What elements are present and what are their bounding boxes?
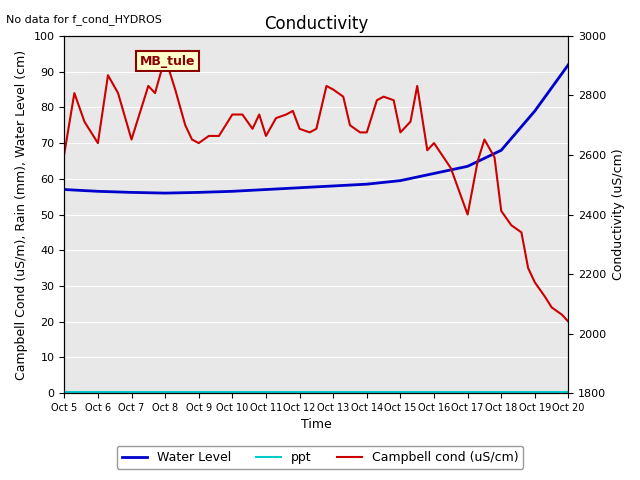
Campbell cond (uS/cm) [424, 147, 431, 153]
Campbell cond (uS/cm) [172, 87, 179, 93]
Water Level [497, 147, 505, 153]
Water Level [127, 190, 135, 195]
Campbell cond (uS/cm) [508, 222, 515, 228]
Line: Campbell cond (uS/cm): Campbell cond (uS/cm) [64, 58, 640, 358]
Campbell cond (uS/cm) [481, 137, 488, 143]
Water Level [60, 187, 68, 192]
Water Level [296, 185, 303, 191]
X-axis label: Time: Time [301, 419, 332, 432]
Title: Conductivity: Conductivity [264, 15, 369, 33]
Text: MB_tule: MB_tule [140, 55, 195, 68]
Campbell cond (uS/cm) [289, 108, 297, 114]
Water Level [363, 181, 371, 187]
Water Level [94, 189, 102, 194]
Water Level [195, 190, 203, 195]
Water Level [464, 163, 472, 169]
Campbell cond (uS/cm) [161, 55, 169, 60]
Water Level [397, 178, 404, 183]
Y-axis label: Campbell Cond (uS/m), Rain (mm), Water Level (cm): Campbell Cond (uS/m), Rain (mm), Water L… [15, 49, 28, 380]
Water Level [564, 61, 572, 67]
Legend: Water Level, ppt, Campbell cond (uS/cm): Water Level, ppt, Campbell cond (uS/cm) [116, 446, 524, 469]
Water Level [531, 108, 539, 114]
Water Level [228, 189, 236, 194]
Text: No data for f_cond_HYDROS: No data for f_cond_HYDROS [6, 14, 163, 25]
Line: Water Level: Water Level [64, 64, 568, 193]
Campbell cond (uS/cm) [625, 355, 633, 360]
Y-axis label: Conductivity (uS/cm): Conductivity (uS/cm) [612, 149, 625, 280]
Water Level [262, 187, 270, 192]
Water Level [430, 170, 438, 176]
Campbell cond (uS/cm) [60, 151, 68, 156]
Water Level [161, 190, 169, 196]
Water Level [330, 183, 337, 189]
